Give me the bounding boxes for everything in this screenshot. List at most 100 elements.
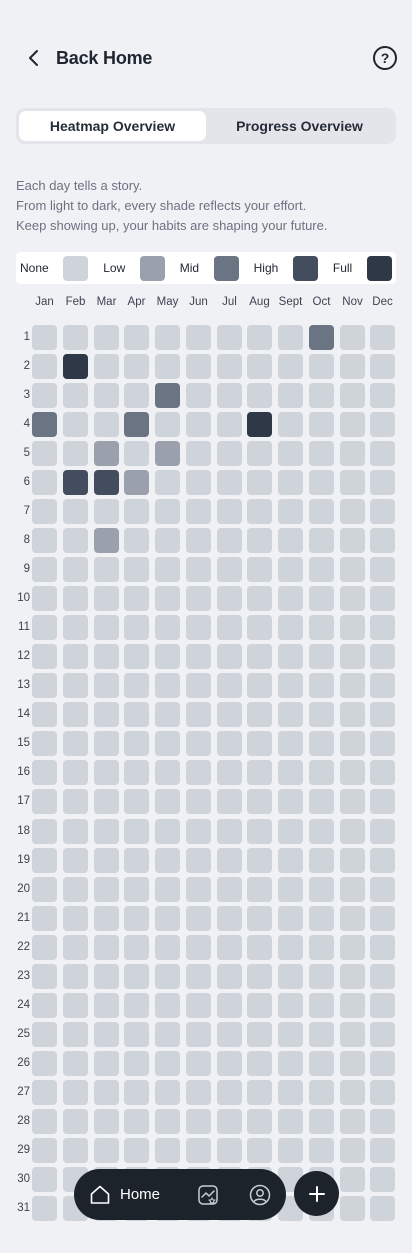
heatmap-cell[interactable] <box>247 702 272 727</box>
heatmap-cell[interactable] <box>278 760 303 785</box>
heatmap-cell[interactable] <box>124 1051 149 1076</box>
heatmap-cell[interactable] <box>155 1080 180 1105</box>
heatmap-cell[interactable] <box>94 586 119 611</box>
heatmap-cell[interactable] <box>155 557 180 582</box>
heatmap-cell[interactable] <box>340 964 365 989</box>
heatmap-cell[interactable] <box>186 906 211 931</box>
heatmap-cell[interactable] <box>94 673 119 698</box>
heatmap-cell[interactable] <box>278 644 303 669</box>
heatmap-cell[interactable] <box>63 615 88 640</box>
heatmap-cell[interactable] <box>94 935 119 960</box>
heatmap-cell[interactable] <box>309 964 334 989</box>
heatmap-cell[interactable] <box>124 615 149 640</box>
heatmap-cell[interactable] <box>155 412 180 437</box>
heatmap-cell[interactable] <box>155 877 180 902</box>
heatmap-cell[interactable] <box>155 586 180 611</box>
heatmap-cell[interactable] <box>186 1138 211 1163</box>
heatmap-cell[interactable] <box>370 644 395 669</box>
heatmap-cell[interactable] <box>370 819 395 844</box>
heatmap-cell[interactable] <box>217 731 242 756</box>
heatmap-cell[interactable] <box>309 644 334 669</box>
heatmap-cell[interactable] <box>186 615 211 640</box>
heatmap-cell[interactable] <box>32 848 57 873</box>
heatmap-cell[interactable] <box>217 557 242 582</box>
heatmap-cell[interactable] <box>278 877 303 902</box>
heatmap-cell[interactable] <box>94 615 119 640</box>
heatmap-cell[interactable] <box>340 644 365 669</box>
heatmap-cell[interactable] <box>247 528 272 553</box>
heatmap-cell[interactable] <box>309 354 334 379</box>
heatmap-cell[interactable] <box>94 528 119 553</box>
heatmap-cell[interactable] <box>124 470 149 495</box>
heatmap-cell[interactable] <box>247 964 272 989</box>
heatmap-cell[interactable] <box>63 383 88 408</box>
heatmap-cell[interactable] <box>247 325 272 350</box>
heatmap-cell[interactable] <box>155 731 180 756</box>
heatmap-cell[interactable] <box>309 412 334 437</box>
heatmap-cell[interactable] <box>247 1022 272 1047</box>
heatmap-cell[interactable] <box>370 325 395 350</box>
heatmap-cell[interactable] <box>370 441 395 466</box>
heatmap-cell[interactable] <box>278 615 303 640</box>
heatmap-cell[interactable] <box>247 789 272 814</box>
heatmap-cell[interactable] <box>155 383 180 408</box>
heatmap-cell[interactable] <box>309 615 334 640</box>
heatmap-cell[interactable] <box>155 760 180 785</box>
heatmap-cell[interactable] <box>186 789 211 814</box>
heatmap-cell[interactable] <box>370 1167 395 1192</box>
heatmap-cell[interactable] <box>32 1138 57 1163</box>
heatmap-cell[interactable] <box>94 644 119 669</box>
heatmap-cell[interactable] <box>32 731 57 756</box>
heatmap-cell[interactable] <box>217 1051 242 1076</box>
heatmap-cell[interactable] <box>309 470 334 495</box>
heatmap-cell[interactable] <box>124 354 149 379</box>
heatmap-cell[interactable] <box>247 731 272 756</box>
heatmap-cell[interactable] <box>63 673 88 698</box>
chart-star-icon[interactable] <box>196 1183 220 1207</box>
heatmap-cell[interactable] <box>63 848 88 873</box>
heatmap-cell[interactable] <box>370 354 395 379</box>
heatmap-cell[interactable] <box>278 1022 303 1047</box>
heatmap-cell[interactable] <box>94 412 119 437</box>
heatmap-cell[interactable] <box>63 906 88 931</box>
heatmap-cell[interactable] <box>278 673 303 698</box>
heatmap-cell[interactable] <box>247 412 272 437</box>
heatmap-cell[interactable] <box>370 383 395 408</box>
heatmap-cell[interactable] <box>278 848 303 873</box>
heatmap-cell[interactable] <box>247 615 272 640</box>
heatmap-cell[interactable] <box>32 993 57 1018</box>
heatmap-cell[interactable] <box>94 819 119 844</box>
heatmap-cell[interactable] <box>32 615 57 640</box>
heatmap-cell[interactable] <box>370 615 395 640</box>
heatmap-cell[interactable] <box>155 644 180 669</box>
heatmap-cell[interactable] <box>32 906 57 931</box>
heatmap-cell[interactable] <box>217 644 242 669</box>
heatmap-cell[interactable] <box>309 877 334 902</box>
heatmap-cell[interactable] <box>278 470 303 495</box>
heatmap-cell[interactable] <box>155 1109 180 1134</box>
heatmap-cell[interactable] <box>247 877 272 902</box>
heatmap-cell[interactable] <box>186 1051 211 1076</box>
heatmap-cell[interactable] <box>124 1080 149 1105</box>
heatmap-cell[interactable] <box>155 789 180 814</box>
heatmap-cell[interactable] <box>370 935 395 960</box>
heatmap-cell[interactable] <box>217 993 242 1018</box>
heatmap-cell[interactable] <box>155 470 180 495</box>
heatmap-cell[interactable] <box>94 848 119 873</box>
heatmap-cell[interactable] <box>309 586 334 611</box>
heatmap-cell[interactable] <box>370 557 395 582</box>
heatmap-cell[interactable] <box>309 935 334 960</box>
heatmap-cell[interactable] <box>278 383 303 408</box>
heatmap-cell[interactable] <box>340 1080 365 1105</box>
heatmap-cell[interactable] <box>309 1080 334 1105</box>
heatmap-cell[interactable] <box>370 470 395 495</box>
heatmap-cell[interactable] <box>186 383 211 408</box>
heatmap-cell[interactable] <box>309 557 334 582</box>
heatmap-cell[interactable] <box>94 499 119 524</box>
heatmap-cell[interactable] <box>370 528 395 553</box>
heatmap-cell[interactable] <box>124 760 149 785</box>
heatmap-cell[interactable] <box>217 441 242 466</box>
heatmap-cell[interactable] <box>340 935 365 960</box>
heatmap-cell[interactable] <box>370 760 395 785</box>
heatmap-cell[interactable] <box>247 441 272 466</box>
